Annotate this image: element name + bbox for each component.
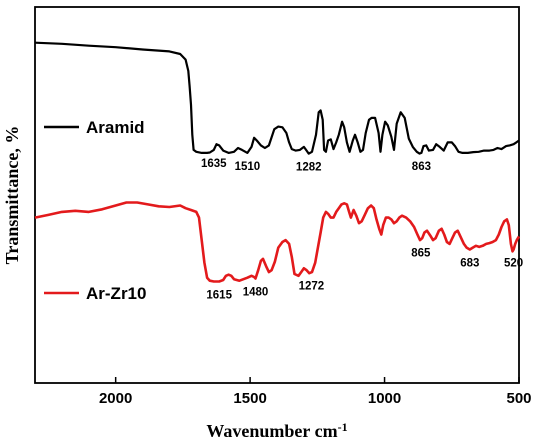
peak-label: 683 <box>460 258 479 270</box>
x-tick-label: 500 <box>506 390 531 407</box>
peak-label: 1480 <box>243 286 269 298</box>
y-axis-title: Transmittance, % <box>2 126 22 265</box>
peak-label: 1272 <box>299 280 325 292</box>
legend-label-ar-zr10: Ar-Zr10 <box>86 284 146 303</box>
x-tick-label: 1000 <box>368 390 401 407</box>
peak-label: 863 <box>412 161 431 173</box>
peak-label: 1635 <box>201 158 227 170</box>
series-line-aramid <box>34 41 520 155</box>
legend-label-aramid: Aramid <box>86 118 145 137</box>
peak-annotations: 1635 1510 1282 863 1615 1480 1272 865 683 520 <box>201 158 523 302</box>
x-axis-title: Wavenumber cm-1 <box>206 420 347 441</box>
peak-label: 1282 <box>296 162 322 174</box>
peak-label: 1615 <box>206 289 232 301</box>
series-line-ar-zr10 <box>34 201 521 283</box>
plot-frame <box>34 6 520 384</box>
legend-entry-ar-zr10: Ar-Zr10 <box>44 284 146 303</box>
peak-label: 865 <box>411 247 431 259</box>
legend-entry-aramid: Aramid <box>44 118 145 137</box>
series-layer <box>34 41 521 283</box>
peak-label: 520 <box>504 258 523 270</box>
peak-label: 1510 <box>235 161 261 173</box>
x-tick-label: 1500 <box>233 390 266 407</box>
x-axis-ticks: 2000 1500 1000 500 <box>99 377 532 407</box>
x-tick-label: 2000 <box>99 390 132 407</box>
